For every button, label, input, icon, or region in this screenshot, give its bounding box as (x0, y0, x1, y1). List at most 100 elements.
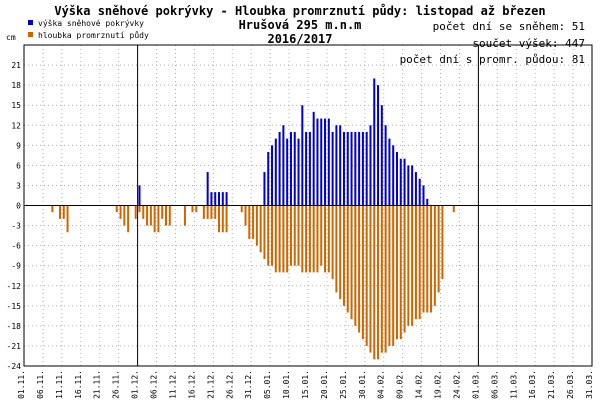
x-tick-label: 06.03. (490, 370, 499, 399)
snow-bar (346, 131, 349, 206)
snow-bar (210, 192, 213, 206)
y-tick-label: -12 (7, 282, 22, 291)
x-tick-label: 26.12. (225, 370, 234, 399)
frost-bar (354, 205, 357, 326)
y-tick-label: 21 (11, 61, 21, 70)
x-tick-label: 26.03. (566, 370, 575, 399)
frost-bar (58, 205, 61, 219)
snow-bar (308, 131, 311, 206)
x-tick-label: 19.02. (434, 370, 443, 399)
snow-bar (278, 131, 281, 206)
x-tick-label: 11.12. (168, 370, 177, 399)
frost-bar (365, 205, 368, 346)
frost-bar (437, 205, 440, 293)
y-tick-label: -6 (11, 242, 21, 251)
x-tick-label: 15.01. (301, 370, 310, 399)
frost-bar (149, 205, 152, 226)
frost-bar (414, 205, 417, 320)
frost-bar (342, 205, 345, 306)
snow-bar (369, 125, 372, 206)
x-tick-label: 01.12. (131, 370, 140, 399)
snow-bar (324, 118, 327, 206)
frost-bar (327, 205, 330, 273)
snow-bar (320, 118, 323, 206)
frost-bar (221, 205, 224, 233)
bars (51, 78, 455, 360)
legend: výška sněhové pokrývky hloubka promrznut… (28, 18, 149, 40)
snow-bar (206, 172, 209, 206)
snow-bar (407, 165, 410, 206)
frost-bar (214, 205, 217, 219)
y-tick-label: -21 (7, 342, 22, 351)
snow-bar (418, 178, 421, 206)
frost-bar (153, 205, 156, 233)
snow-bar (399, 158, 402, 206)
x-tick-label: 11.03. (509, 370, 518, 399)
frost-bar (388, 205, 391, 346)
frost-bar (358, 205, 361, 333)
snow-bar (426, 198, 429, 206)
frost-bar (282, 205, 285, 273)
snow-bar (335, 125, 338, 206)
snow-bar (282, 125, 285, 206)
frost-bar (395, 205, 398, 340)
y-axis-label: cm (6, 33, 16, 42)
frost-bar (411, 205, 414, 326)
frost-bar (168, 205, 171, 226)
frost-bar (195, 205, 198, 213)
legend-snow-swatch (28, 20, 33, 25)
chart-subtitle: Hrušová 295 m.n.m (239, 18, 362, 32)
x-tick-label: 25.01. (339, 370, 348, 399)
snow-bar (384, 125, 387, 206)
y-tick-label: 9 (16, 141, 21, 150)
chart-season: 2016/2017 (267, 32, 332, 46)
frost-bar (430, 205, 433, 313)
frost-bar (183, 205, 186, 226)
snow-bar (305, 131, 308, 206)
frost-bar (165, 205, 167, 226)
frost-bar (278, 205, 281, 273)
x-tick-label: 11.11. (55, 370, 64, 399)
y-tick-label: 12 (11, 121, 21, 130)
snow-bar (316, 118, 319, 206)
frost-bar (418, 205, 421, 320)
frost-bar (51, 205, 54, 213)
frost-bar (134, 205, 137, 219)
x-tick-label: 31.12. (244, 370, 253, 399)
snow-bar (274, 138, 277, 206)
x-tick-label: 21.11. (93, 370, 102, 399)
frost-bar (392, 205, 395, 346)
frost-bar (161, 205, 164, 219)
y-tick-label: 18 (11, 81, 21, 90)
snow-bar (331, 131, 334, 206)
snow-bar (301, 105, 304, 206)
frost-bar (248, 205, 251, 239)
frost-bar (384, 205, 387, 353)
axes (23, 44, 593, 367)
frost-bar (286, 205, 289, 273)
x-tick-label: 10.01. (282, 370, 291, 399)
frost-bar (252, 205, 255, 239)
frost-bar (274, 205, 277, 273)
snow-bar (293, 131, 296, 206)
x-tick-label: 26.11. (112, 370, 121, 399)
snow-bar (403, 158, 406, 206)
frost-bar (191, 205, 194, 213)
snow-bar (289, 131, 292, 206)
stat-days-with-snow: počet dní se sněhem: 51 (433, 20, 585, 33)
frost-bar (255, 205, 258, 246)
x-tick-label: 06.12. (150, 370, 159, 399)
frost-bar (62, 205, 65, 219)
y-tick-label: -18 (7, 322, 22, 331)
frost-bar (377, 205, 380, 360)
snow-bar (225, 192, 228, 206)
frost-bar (123, 205, 126, 226)
x-tick-label: 31.03. (585, 370, 594, 399)
x-tick-label: 21.03. (547, 370, 556, 399)
frost-bar (373, 205, 376, 360)
frost-bar (320, 205, 323, 266)
frost-bar (346, 205, 349, 313)
